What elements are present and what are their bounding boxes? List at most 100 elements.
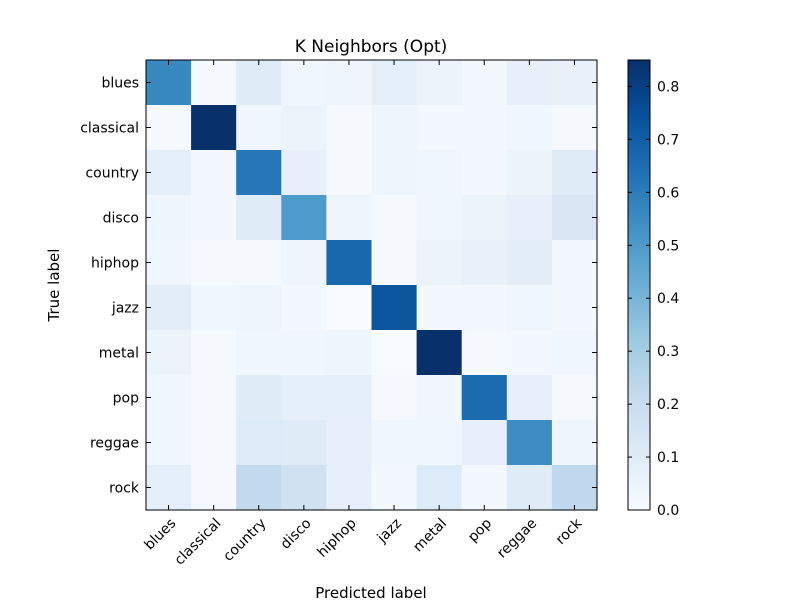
x-tick-label-rock: rock [553, 515, 586, 548]
heatmap-cell-reggae-disco [281, 420, 327, 466]
heatmap-cell-metal-country [236, 330, 282, 376]
heatmap-cell-classical-blues [146, 105, 192, 151]
colorbar-ticks: 0.0 0.1 0.2 0.3 0.4 0.5 0.6 0.7 0.8 [628, 79, 679, 519]
heatmap-cell-country-classical [191, 150, 237, 196]
heatmap-cell-jazz-classical [191, 285, 237, 331]
heatmap-cell-metal-pop [461, 330, 508, 376]
heatmap-cell-blues-pop [461, 60, 508, 106]
heatmap-cell-pop-metal [416, 375, 463, 421]
y-tick-label-jazz: jazz [111, 301, 139, 317]
heatmap-cell-country-metal [416, 150, 463, 196]
heatmap-cell-metal-jazz [371, 330, 418, 376]
heatmap-cell-classical-hiphop [326, 105, 373, 151]
y-tick-label-disco: disco [103, 211, 139, 227]
heatmap-cell-country-rock [551, 150, 598, 196]
x-tick-label-disco: disco [278, 516, 315, 553]
heatmap-cell-country-country [236, 150, 282, 196]
heatmap-cell-country-disco [281, 150, 327, 196]
heatmap-cell-jazz-disco [281, 285, 327, 331]
colorbar-tick-label-7: 0.7 [657, 132, 679, 148]
heatmap-cell-reggae-rock [551, 420, 598, 466]
heatmap-cell-hiphop-classical [191, 240, 237, 286]
heatmap-cell-hiphop-reggae [506, 240, 553, 286]
heatmap-cells [146, 60, 598, 511]
colorbar-tick-label-2: 0.2 [657, 397, 679, 413]
heatmap-cell-rock-metal [416, 465, 463, 511]
x-axis-label: Predicted label [315, 584, 426, 600]
colorbar-tick-label-5: 0.5 [657, 238, 679, 254]
heatmap-cell-hiphop-metal [416, 240, 463, 286]
heatmap-cell-pop-disco [281, 375, 327, 421]
heatmap-cell-blues-hiphop [326, 60, 373, 106]
x-tick-label-blues: blues [142, 516, 180, 554]
heatmap-cell-hiphop-rock [551, 240, 598, 286]
heatmap-cell-blues-metal [416, 60, 463, 106]
heatmap-cell-rock-reggae [506, 465, 553, 511]
y-tick-label-blues: blues [101, 76, 139, 92]
y-tick-label-hiphop: hiphop [91, 256, 139, 272]
heatmap-cell-jazz-country [236, 285, 282, 331]
heatmap-cell-country-blues [146, 150, 192, 196]
plot-frame [145, 59, 598, 511]
heatmap-cell-jazz-metal [416, 285, 463, 331]
x-tick-label-hiphop: hiphop [315, 515, 360, 560]
heatmap-cell-rock-rock [551, 465, 598, 511]
heatmap-cell-classical-metal [416, 105, 463, 151]
heatmap-cell-pop-jazz [371, 375, 418, 421]
heatmap-cell-classical-jazz [371, 105, 418, 151]
heatmap-cell-metal-disco [281, 330, 327, 376]
y-tick-label-rock: rock [109, 481, 140, 497]
heatmap-cell-jazz-hiphop [326, 285, 373, 331]
heatmap-cell-reggae-blues [146, 420, 192, 466]
x-tick-label-pop: pop [465, 515, 495, 545]
x-tick-label-metal: metal [410, 516, 450, 556]
colorbar-tick-label-6: 0.6 [657, 185, 679, 201]
colorbar-tick-label-1: 0.1 [657, 450, 679, 466]
heatmap-cell-metal-classical [191, 330, 237, 376]
heatmap-cell-pop-pop [461, 375, 508, 421]
heatmap-cell-hiphop-hiphop [326, 240, 373, 286]
heatmap-cell-rock-disco [281, 465, 327, 511]
heatmap-cell-reggae-hiphop [326, 420, 373, 466]
heatmap-cell-disco-classical [191, 195, 237, 241]
heatmap-cell-country-hiphop [326, 150, 373, 196]
heatmap-cell-disco-reggae [506, 195, 553, 241]
colorbar-tick-label-8: 0.8 [657, 79, 679, 95]
heatmap-cell-jazz-blues [146, 285, 192, 331]
colorbar-tick-label-0: 0.0 [657, 503, 679, 519]
heatmap-cell-disco-rock [551, 195, 598, 241]
x-tick-label-classical: classical [172, 516, 225, 569]
y-tick-label-classical: classical [80, 121, 139, 137]
heatmap-cell-pop-rock [551, 375, 598, 421]
heatmap-cell-rock-jazz [371, 465, 418, 511]
heatmap-cell-classical-country [236, 105, 282, 151]
heatmap-cell-reggae-metal [416, 420, 463, 466]
heatmap-cell-reggae-pop [461, 420, 508, 466]
heatmap-cell-blues-classical [191, 60, 237, 106]
heatmap-cell-jazz-rock [551, 285, 598, 331]
heatmap-cell-blues-disco [281, 60, 327, 106]
y-tick-label-reggae: reggae [90, 436, 139, 452]
heatmap-cell-metal-metal [416, 330, 463, 376]
heatmap-cell-jazz-jazz [371, 285, 418, 331]
heatmap-cell-hiphop-disco [281, 240, 327, 286]
y-tick-label-metal: metal [99, 346, 139, 362]
heatmap-cell-reggae-classical [191, 420, 237, 466]
heatmap-cell-disco-disco [281, 195, 327, 241]
x-tick-label-country: country [220, 516, 269, 565]
heatmap-cell-disco-metal [416, 195, 463, 241]
heatmap-cell-metal-hiphop [326, 330, 373, 376]
heatmap-cell-classical-reggae [506, 105, 553, 151]
heatmap-cell-metal-rock [551, 330, 598, 376]
heatmap-cell-hiphop-jazz [371, 240, 418, 286]
heatmap-cell-reggae-country [236, 420, 282, 466]
heatmap-cell-jazz-reggae [506, 285, 553, 331]
colorbar-tick-label-3: 0.3 [657, 344, 679, 360]
heatmap-cell-classical-pop [461, 105, 508, 151]
heatmap-cell-hiphop-blues [146, 240, 192, 286]
heatmap-cell-rock-pop [461, 465, 508, 511]
heatmap-cell-metal-reggae [506, 330, 553, 376]
y-tick-label-country: country [85, 166, 139, 182]
